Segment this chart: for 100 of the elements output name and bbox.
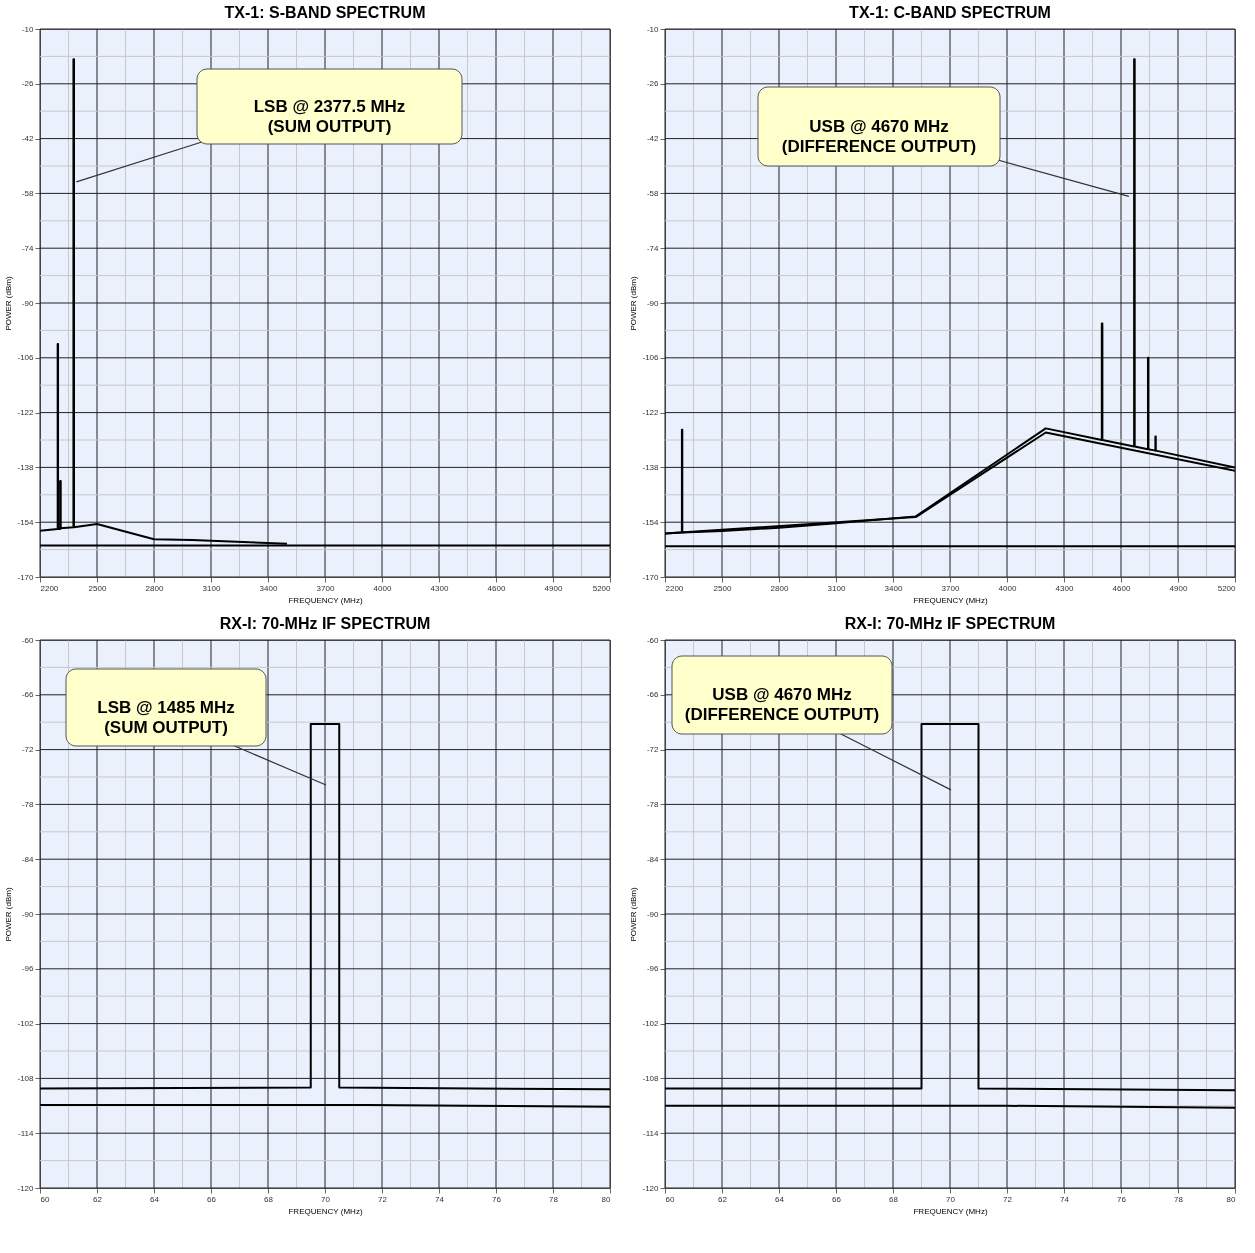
x-tick-label: 2500 [88,583,107,593]
x-tick-label: 74 [435,1194,445,1204]
annotation: LSB @ 1485 MHz (SUM OUTPUT) [97,697,235,737]
x-tick-label: 3100 [202,583,221,593]
x-tick-label: 4900 [544,583,563,593]
x-tick-label: 4600 [487,583,506,593]
x-tick-label: 3100 [827,583,846,593]
x-tick-label: 2200 [40,583,59,593]
chart-title: RX-I: 70-MHz IF SPECTRUM [219,615,431,632]
x-tick-label: 2800 [145,583,164,593]
x-axis-title: FREQUENCY (MHz) [288,595,363,605]
y-tick-label: -90 [21,909,35,919]
y-tick-label: -66 [646,690,660,700]
y-axis-title: POWER (dBm) [4,276,14,331]
y-axis-title: POWER (dBm) [629,887,639,942]
y-tick-label: -90 [646,298,660,308]
x-tick-label: 66 [207,1194,217,1204]
y-tick-label: -78 [21,799,35,809]
y-tick-label: -120 [17,1183,35,1193]
x-tick-label: 4900 [1169,583,1188,593]
y-tick-label: -154 [642,517,660,527]
y-tick-label: -78 [646,799,660,809]
x-tick-label: 60 [40,1194,50,1204]
x-tick-label: 3700 [316,583,335,593]
y-tick-label: -170 [642,572,660,582]
x-tick-label: 5200 [1217,583,1237,593]
y-axis-title: POWER (dBm) [4,887,14,942]
y-tick-label: -96 [646,964,660,974]
y-tick-label: -84 [21,854,35,864]
y-tick-label: -90 [21,298,35,308]
x-tick-label: 4300 [1055,583,1074,593]
x-tick-label: 74 [1060,1194,1070,1204]
x-tick-label: 4000 [373,583,392,593]
y-tick-label: -84 [646,854,660,864]
y-tick-label: -26 [21,79,35,89]
y-tick-label: -60 [646,635,660,645]
x-tick-label: 3400 [884,583,903,593]
y-tick-label: -10 [21,24,35,34]
y-tick-label: -114 [643,1128,660,1138]
annotation: LSB @ 2377.5 MHz (SUM OUTPUT) [253,96,406,136]
y-tick-label: -122 [642,408,660,418]
x-tick-label: 3400 [259,583,278,593]
x-tick-label: 3700 [941,583,960,593]
x-tick-label: 2500 [713,583,732,593]
chart-title: TX-1: C-BAND SPECTRUM [849,4,1051,21]
y-tick-label: -58 [21,188,35,198]
chart-title: RX-I: 70-MHz IF SPECTRUM [844,615,1056,632]
x-axis-title: FREQUENCY (MHz) [288,1206,363,1216]
x-tick-label: 66 [832,1194,842,1204]
x-tick-label: 72 [378,1194,388,1204]
x-tick-label: 78 [1174,1194,1184,1204]
y-tick-label: -10 [646,24,660,34]
y-tick-label: -42 [646,134,660,144]
y-tick-label: -120 [642,1183,660,1193]
y-tick-label: -72 [21,745,35,755]
y-tick-label: -102 [17,1019,35,1029]
x-tick-label: 4600 [1112,583,1131,593]
x-tick-label: 68 [264,1194,274,1204]
x-tick-label: 62 [93,1194,103,1204]
x-axis-title: FREQUENCY (MHz) [913,1206,988,1216]
y-tick-label: -42 [21,134,35,144]
x-tick-label: 2200 [665,583,684,593]
y-tick-label: -72 [646,745,660,755]
x-tick-label: 60 [665,1194,675,1204]
y-tick-label: -60 [21,635,35,645]
y-tick-label: -138 [17,462,35,472]
x-tick-label: 68 [889,1194,899,1204]
x-tick-label: 70 [946,1194,956,1204]
y-tick-label: -90 [646,909,660,919]
y-tick-label: -26 [646,79,660,89]
y-tick-label: -154 [17,517,35,527]
x-tick-label: 4000 [998,583,1017,593]
x-axis-title: FREQUENCY (MHz) [913,595,988,605]
y-tick-label: -106 [17,353,35,363]
x-tick-label: 72 [1003,1194,1013,1204]
annotation: USB @ 4670 MHz (DIFFERENCE OUTPUT) [684,685,880,724]
x-tick-label: 5200 [592,583,612,593]
y-axis-title: POWER (dBm) [629,276,639,331]
y-tick-label: -108 [642,1073,660,1083]
y-tick-label: -106 [642,353,660,363]
x-tick-label: 80 [601,1194,612,1204]
y-tick-label: -66 [21,690,35,700]
y-tick-label: -122 [17,408,35,418]
x-tick-label: 4300 [430,583,449,593]
y-tick-label: -96 [21,964,35,974]
y-tick-label: -74 [646,243,660,253]
x-tick-label: 64 [150,1194,160,1204]
y-tick-label: -108 [17,1073,35,1083]
chart-title: TX-1: S-BAND SPECTRUM [224,4,426,21]
x-tick-label: 76 [1117,1194,1127,1204]
x-tick-label: 76 [492,1194,502,1204]
x-tick-label: 80 [1226,1194,1237,1204]
y-tick-label: -74 [21,243,35,253]
x-tick-label: 64 [775,1194,785,1204]
x-tick-label: 2800 [770,583,789,593]
x-tick-label: 78 [549,1194,559,1204]
y-tick-label: -138 [642,462,660,472]
y-tick-label: -58 [646,188,660,198]
y-tick-label: -102 [642,1019,660,1029]
y-tick-label: -170 [17,572,35,582]
